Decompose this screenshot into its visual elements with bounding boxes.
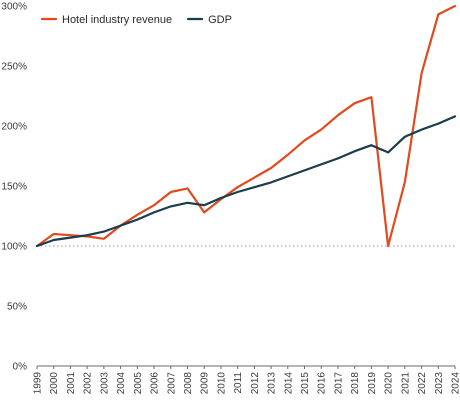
x-tick-label: 2010 [216,372,227,395]
chart-axes: 0% 50% 100% 150% 200% 250% 300% 1999 2000 2001 200… [1,2,460,395]
x-tick-label: 2006 [150,372,161,395]
y-tick-label: 150% [1,182,27,193]
x-tick-label: 2018 [350,372,361,395]
x-tick-label: 2001 [66,372,77,395]
x-tick-label: 2015 [300,372,311,395]
x-tick-label: 2007 [166,372,177,395]
x-tick-label: 2017 [333,372,344,395]
y-tick-label: 250% [1,62,27,73]
y-tick-label: 300% [1,2,27,13]
x-tick-label: 2020 [384,372,395,395]
chart-legend: Hotel industry revenue GDP [40,14,232,26]
x-tick-label: 2014 [283,372,294,395]
x-tick-label: 2023 [434,372,445,395]
chart-series [35,4,457,248]
x-tick-label: 2004 [116,372,127,395]
x-tick-label: 2003 [99,372,110,395]
legend-label: GDP [208,14,232,26]
x-tick-label: 2009 [200,372,211,395]
y-tick-label: 0% [13,362,28,373]
x-tick-label: 2024 [451,372,460,395]
x-tick-label: 2012 [250,372,261,395]
x-tick-label: 2016 [317,372,328,395]
y-tick-label: 50% [7,302,27,313]
x-tick-label: 2013 [267,372,278,395]
x-tick-label: 2011 [233,372,244,394]
x-tick-label: 2005 [133,372,144,395]
x-tick-label: 2022 [417,372,428,395]
x-tick-label: 2000 [49,372,60,395]
series-line-hotel-revenue [35,4,457,248]
x-tick-label: 1999 [33,372,44,395]
x-tick-label: 2021 [400,372,411,395]
legend-label: Hotel industry revenue [62,14,172,26]
x-tick-label: 2019 [367,372,378,395]
y-tick-label: 100% [1,242,27,253]
series-line-gdp [35,115,457,248]
x-tick-label: 2002 [83,372,94,395]
x-tick-label: 2008 [183,372,194,395]
y-tick-label: 200% [1,122,27,133]
